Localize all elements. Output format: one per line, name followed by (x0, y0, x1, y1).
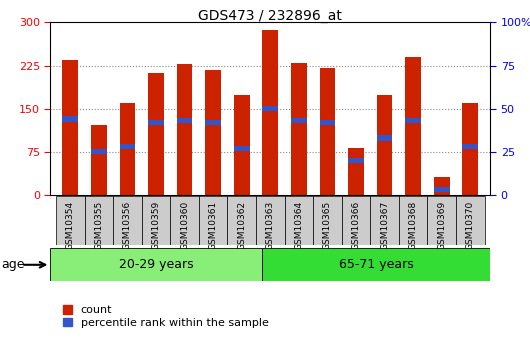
Bar (113, 196, 142, 245)
Text: GSM10363: GSM10363 (266, 201, 275, 250)
Bar (462, 103, 478, 195)
Bar (176, 64, 192, 195)
Bar (50, 248, 262, 281)
Text: GSM10365: GSM10365 (323, 201, 332, 250)
Bar (399, 196, 427, 245)
Text: 65-71 years: 65-71 years (339, 258, 413, 271)
Bar (348, 158, 364, 163)
Bar (405, 57, 421, 195)
Text: GDS473 / 232896_at: GDS473 / 232896_at (198, 9, 342, 23)
Bar (313, 196, 342, 245)
Bar (199, 196, 227, 245)
Bar (342, 196, 370, 245)
Bar (227, 196, 256, 245)
Text: GSM10359: GSM10359 (152, 201, 161, 250)
Bar (234, 146, 250, 151)
Bar (120, 103, 135, 195)
Text: GSM10361: GSM10361 (209, 201, 218, 250)
Text: GSM10360: GSM10360 (180, 201, 189, 250)
Text: age: age (2, 258, 25, 271)
Bar (320, 120, 335, 125)
Text: 20-29 years: 20-29 years (119, 258, 193, 271)
Bar (176, 118, 192, 123)
Bar (142, 196, 170, 245)
Bar (427, 196, 456, 245)
Bar (234, 96, 250, 195)
Text: GSM10355: GSM10355 (94, 201, 103, 250)
Bar (262, 106, 278, 111)
Bar (148, 120, 164, 125)
Text: GSM10367: GSM10367 (380, 201, 389, 250)
Text: GSM10362: GSM10362 (237, 201, 246, 250)
Text: GSM10356: GSM10356 (123, 201, 132, 250)
Bar (291, 118, 307, 123)
Legend: count, percentile rank within the sample: count, percentile rank within the sample (58, 300, 273, 333)
Bar (120, 144, 135, 149)
Bar (405, 118, 421, 123)
Bar (262, 248, 490, 281)
Bar (63, 60, 78, 195)
Bar (434, 187, 449, 193)
Text: GSM10354: GSM10354 (66, 201, 75, 250)
Text: GSM10368: GSM10368 (409, 201, 418, 250)
Text: GSM10364: GSM10364 (294, 201, 303, 250)
Bar (320, 68, 335, 195)
Bar (256, 196, 285, 245)
Text: GSM10369: GSM10369 (437, 201, 446, 250)
Bar (56, 196, 85, 245)
Bar (148, 73, 164, 195)
Bar (91, 149, 107, 155)
Bar (434, 177, 449, 195)
Bar (85, 196, 113, 245)
Bar (262, 30, 278, 195)
Bar (377, 96, 392, 195)
Bar (456, 196, 484, 245)
Text: GSM10366: GSM10366 (351, 201, 360, 250)
Bar (377, 135, 392, 141)
Text: GSM10370: GSM10370 (466, 201, 475, 250)
Bar (63, 116, 78, 121)
Bar (91, 125, 107, 195)
Bar (205, 70, 221, 195)
Bar (205, 120, 221, 125)
Bar (170, 196, 199, 245)
Bar (291, 63, 307, 195)
Bar (462, 144, 478, 149)
Bar (370, 196, 399, 245)
Bar (285, 196, 313, 245)
Bar (348, 148, 364, 195)
